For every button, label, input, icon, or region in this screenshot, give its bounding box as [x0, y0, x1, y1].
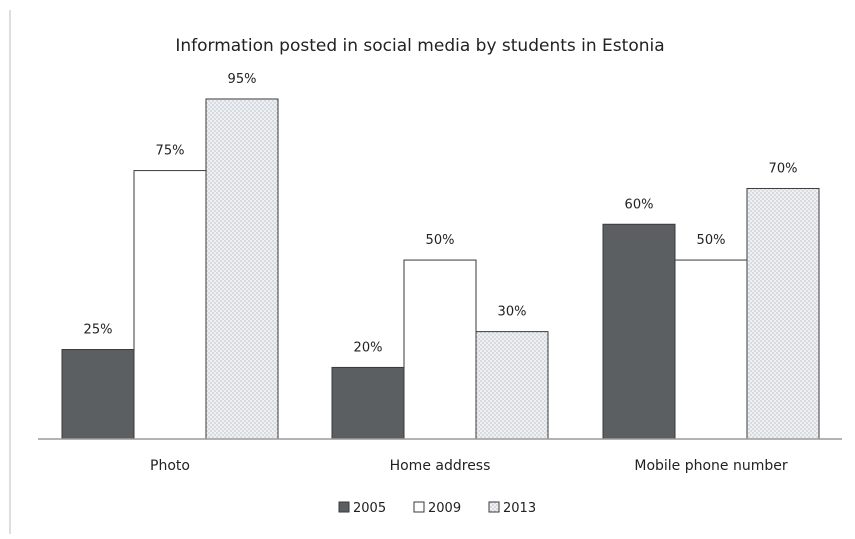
- bar-photo-2013: [205, 98, 279, 440]
- legend-label-2013: 2013: [503, 501, 536, 516]
- bar-home-address-2009: [403, 259, 477, 440]
- data-label-mobile-phone-number-2009: 50%: [697, 233, 726, 248]
- bar-photo-2009: [133, 170, 207, 440]
- legend: 2005 2009 2013: [338, 501, 536, 516]
- data-label-mobile-phone-number-2013: 70%: [769, 161, 798, 176]
- legend-swatch-2005: [338, 501, 350, 513]
- chart-title: Information posted in social media by st…: [175, 36, 664, 56]
- legend-swatch-2013: [488, 501, 500, 513]
- bar-photo-2005: [61, 349, 135, 440]
- data-label-photo-2013: 95%: [228, 72, 257, 87]
- x-tick-label-photo: Photo: [150, 458, 190, 474]
- data-label-mobile-phone-number-2005: 60%: [625, 197, 654, 212]
- data-label-home-address-2009: 50%: [426, 233, 455, 248]
- x-tick-label-mobile-phone-number: Mobile phone number: [634, 458, 788, 474]
- bar-home-address-2013: [475, 331, 549, 440]
- x-tick-label-home-address: Home address: [390, 458, 491, 474]
- bar-mobile-phone-number-2013: [746, 187, 820, 440]
- data-label-photo-2009: 75%: [156, 144, 185, 159]
- bar-mobile-phone-number-2009: [674, 259, 748, 440]
- legend-label-2009: 2009: [428, 501, 461, 516]
- legend-swatch-2009: [413, 501, 425, 513]
- bar-mobile-phone-number-2005: [602, 223, 676, 440]
- bars-group: [61, 98, 820, 440]
- bar-home-address-2005: [331, 366, 405, 440]
- legend-label-2005: 2005: [353, 501, 386, 516]
- labels-group: 25% 75% 95% Photo 20% 50% 30% Home address 60% 50…: [84, 72, 798, 474]
- data-label-home-address-2005: 20%: [354, 340, 383, 355]
- data-label-home-address-2013: 30%: [498, 305, 527, 320]
- data-label-photo-2005: 25%: [84, 323, 113, 338]
